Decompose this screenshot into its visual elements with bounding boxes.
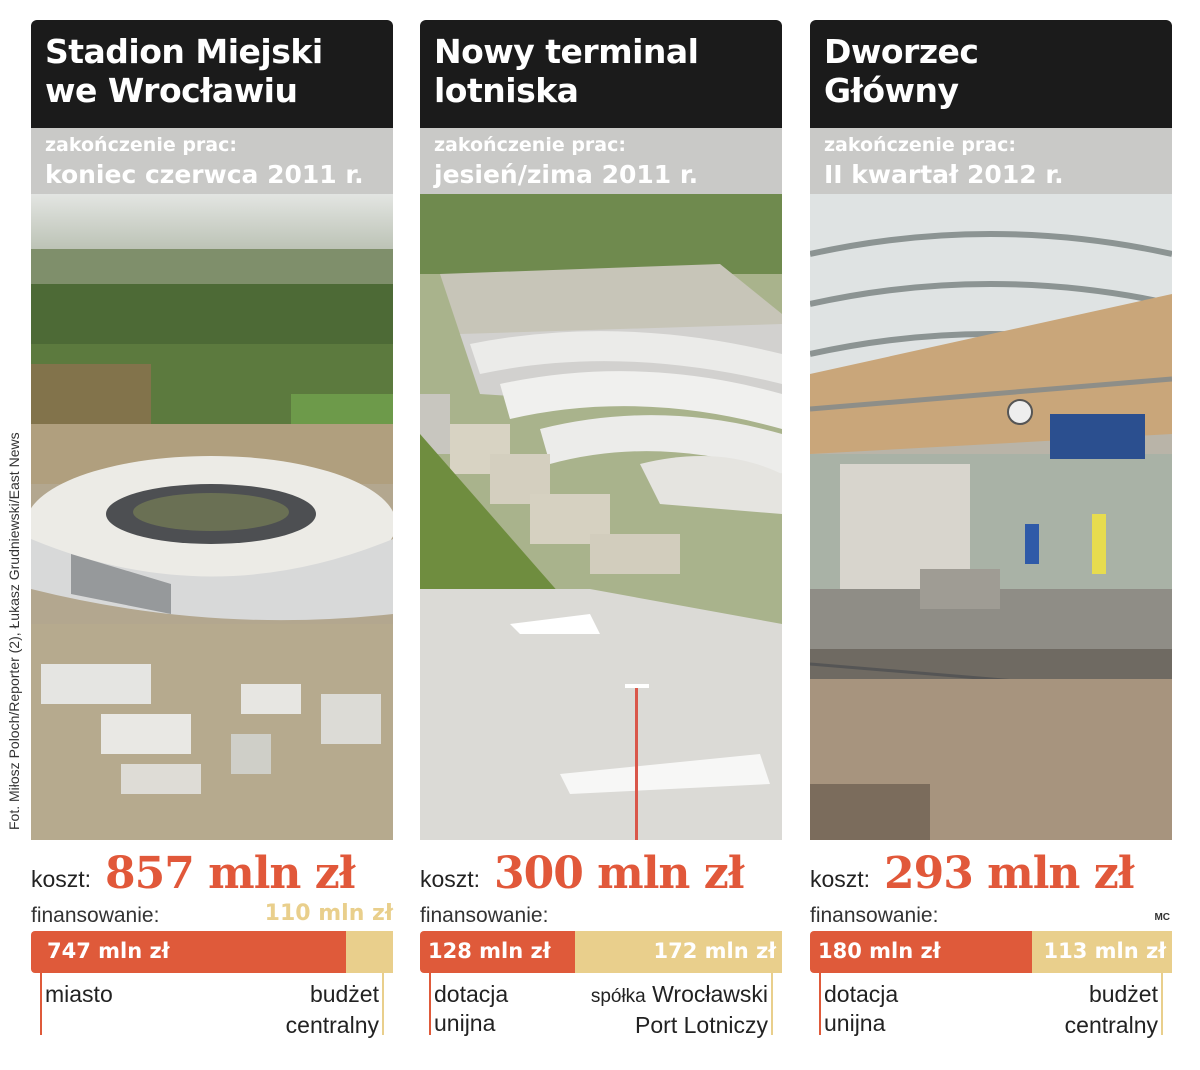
segment-value: 128 mln zł: [428, 939, 551, 963]
source-left: miasto: [45, 980, 113, 1009]
title-line-2: lotniska: [434, 71, 579, 110]
title-line-1: Stadion Miejski: [45, 32, 323, 71]
panel-header: Nowy terminal lotniska: [420, 20, 782, 128]
cost-label: koszt:: [810, 866, 871, 892]
source-left-line-2: unijna: [824, 1010, 886, 1036]
photo-credit: Fot. Miłosz Poloch/Reporter (2), Łukasz …: [6, 432, 22, 830]
source-left: dotacja unijna: [434, 980, 508, 1038]
author-initials: MC: [1154, 912, 1170, 923]
financing-bar: 128 mln zł 172 mln zł: [420, 931, 782, 973]
bar-segment-budget: [346, 931, 393, 973]
title-line-1: Nowy terminal: [434, 32, 699, 71]
source-right-line-2: centralny: [1064, 1012, 1158, 1038]
bar-segment-eu: 180 mln zł: [810, 931, 1032, 973]
cost-label: koszt:: [420, 866, 481, 892]
source-right-line-2: Port Lotniczy: [635, 1012, 768, 1038]
completion-date: II kwartał 2012 r.: [824, 160, 1064, 189]
source-right-prefix: spółka: [590, 986, 646, 1007]
financing-label: finansowanie:: [420, 904, 549, 927]
financing-bar: 180 mln zł 113 mln zł: [810, 931, 1172, 973]
panel-title: Nowy terminal lotniska: [434, 32, 699, 110]
bar-segment-budget: 113 mln zł: [1032, 931, 1172, 973]
panel-title: Dworzec Główny: [824, 32, 979, 110]
budget-amount-label: 110 mln zł: [264, 901, 393, 926]
completion-label: zakończenie prac:: [824, 134, 1016, 156]
completion-date: jesień/zima 2011 r.: [434, 160, 699, 189]
source-right-line-1: budżet: [1088, 981, 1158, 1007]
title-line-2: Główny: [824, 71, 959, 110]
segment-value: 747 mln zł: [47, 939, 170, 963]
cost-value: 300 mln zł: [494, 848, 745, 899]
title-line-2: we Wrocławiu: [45, 71, 298, 110]
financing-bar: 747 mln zł: [31, 931, 393, 973]
leader-line: [429, 973, 431, 1035]
source-left-line-1: dotacja: [824, 981, 899, 1007]
financing-label: finansowanie:: [810, 904, 939, 927]
leader-line: [771, 973, 773, 1035]
panel-header: Stadion Miejski we Wrocławiu: [31, 20, 393, 128]
source-left-line-2: miasto: [45, 981, 113, 1007]
airport-photo: [420, 194, 782, 840]
stadium-photo: [31, 194, 393, 840]
title-line-1: Dworzec: [824, 32, 979, 71]
source-right-line-1: budżet: [309, 981, 379, 1007]
completion-box: zakończenie prac: II kwartał 2012 r.: [810, 128, 1172, 194]
station-photo: [810, 194, 1172, 840]
bar-segment-airport: 172 mln zł: [575, 931, 782, 973]
completion-box: zakończenie prac: jesień/zima 2011 r.: [420, 128, 782, 194]
cost-value: 857 mln zł: [105, 848, 356, 899]
panel-header: Dworzec Główny: [810, 20, 1172, 128]
panel-stadium: Stadion Miejski we Wrocławiu zakończenie…: [31, 20, 393, 1060]
bar-segment-eu: 128 mln zł: [420, 931, 575, 973]
completion-label: zakończenie prac:: [434, 134, 626, 156]
segment-value: 172 mln zł: [653, 939, 776, 963]
leader-line: [40, 973, 42, 1035]
segment-value: 180 mln zł: [818, 939, 941, 963]
source-left: dotacja unijna: [824, 980, 898, 1038]
leader-line: [819, 973, 821, 1035]
bar-segment-city: 747 mln zł: [31, 931, 346, 973]
completion-box: zakończenie prac: koniec czerwca 2011 r.: [31, 128, 393, 194]
segment-value: 113 mln zł: [1043, 939, 1166, 963]
completion-label: zakończenie prac:: [45, 134, 237, 156]
source-right: spółka Wrocławski Port Lotniczy: [591, 980, 768, 1040]
panel-title: Stadion Miejski we Wrocławiu: [45, 32, 323, 110]
source-right: budżet centralny: [286, 980, 379, 1040]
panel-airport: Nowy terminal lotniska zakończenie prac:…: [420, 20, 782, 1060]
source-left-line-2: unijna: [434, 1010, 496, 1036]
completion-date: koniec czerwca 2011 r.: [45, 160, 364, 189]
panel-station: Dworzec Główny zakończenie prac: II kwar…: [810, 20, 1172, 1060]
financing-label: finansowanie:: [31, 904, 160, 927]
source-right: budżet centralny: [1065, 980, 1158, 1040]
source-right-line-1: Wrocławski: [652, 981, 768, 1007]
source-right-line-2: centralny: [285, 1012, 379, 1038]
leader-line: [382, 973, 384, 1035]
leader-line: [1161, 973, 1163, 1035]
source-left-line-1: dotacja: [434, 981, 509, 1007]
cost-value: 293 mln zł: [884, 848, 1135, 899]
cost-label: koszt:: [31, 866, 92, 892]
